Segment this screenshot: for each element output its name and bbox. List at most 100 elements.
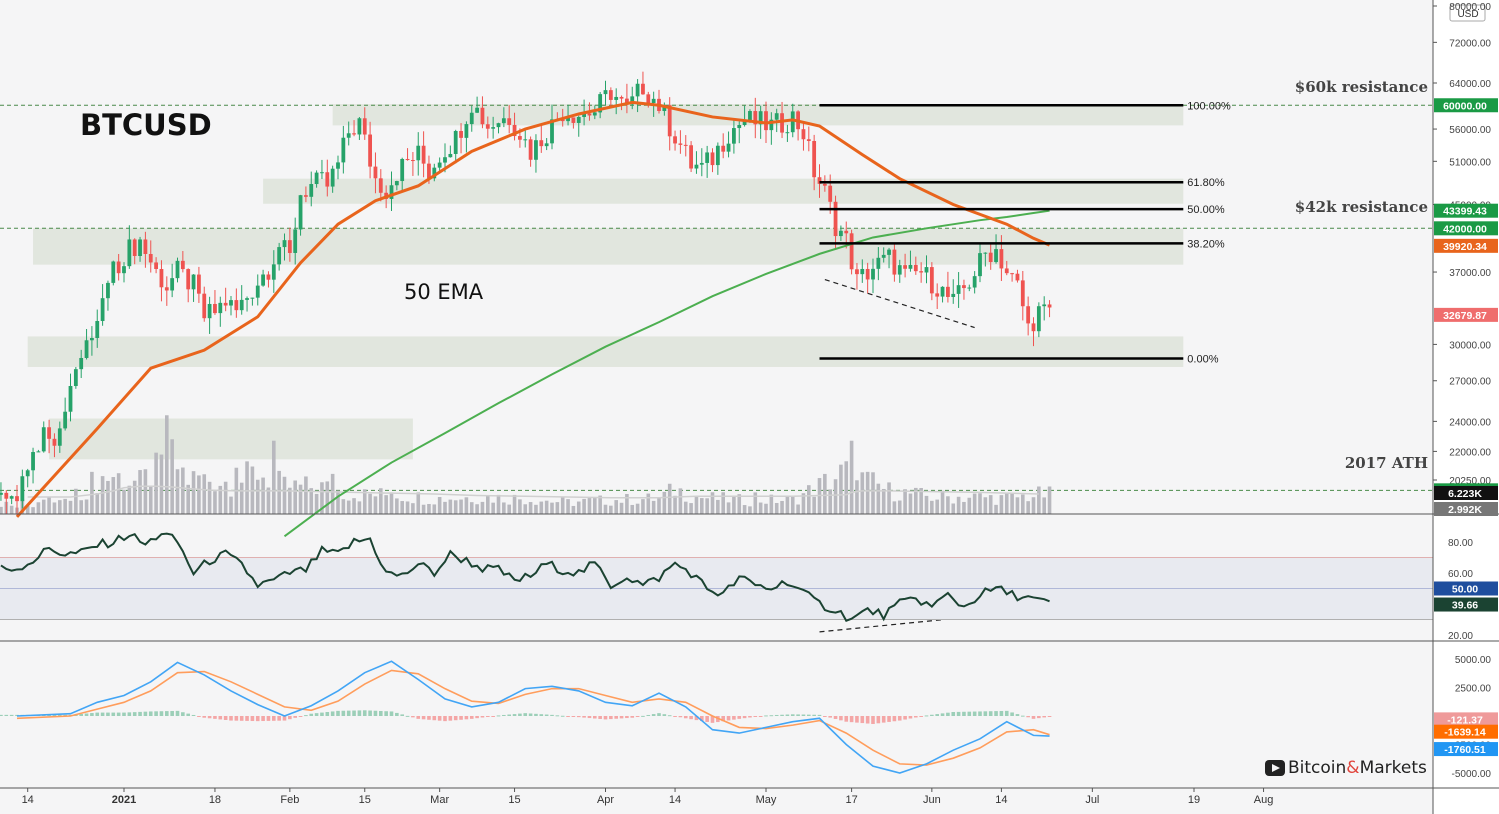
candle-body[interactable]: [453, 130, 458, 154]
candle-body[interactable]: [31, 452, 35, 471]
candle-body[interactable]: [753, 111, 758, 125]
candle-body[interactable]: [844, 230, 849, 234]
candle-body[interactable]: [1042, 304, 1047, 307]
candle-body[interactable]: [421, 145, 426, 164]
candle-body[interactable]: [405, 158, 410, 161]
candle-body[interactable]: [1015, 273, 1020, 281]
candle-body[interactable]: [352, 133, 356, 135]
candle-body[interactable]: [41, 427, 46, 452]
candle-body[interactable]: [309, 184, 314, 197]
candle-body[interactable]: [330, 168, 335, 187]
candle-body[interactable]: [662, 105, 667, 111]
candle-body[interactable]: [705, 152, 710, 163]
candle-body[interactable]: [346, 133, 351, 138]
candle-body[interactable]: [25, 470, 30, 477]
candle-body[interactable]: [630, 96, 635, 105]
candle-body[interactable]: [138, 239, 142, 257]
candle-body[interactable]: [860, 268, 865, 275]
candle-body[interactable]: [84, 340, 89, 358]
candle-body[interactable]: [116, 261, 121, 274]
candle-body[interactable]: [213, 303, 217, 314]
candle-body[interactable]: [758, 111, 763, 125]
candle-body[interactable]: [186, 269, 191, 290]
candle-body[interactable]: [362, 118, 367, 135]
candle-body[interactable]: [924, 267, 929, 273]
candle-body[interactable]: [582, 113, 586, 117]
candle-body[interactable]: [967, 287, 972, 289]
candle-body[interactable]: [566, 117, 570, 122]
candle-body[interactable]: [202, 293, 207, 319]
candle-body[interactable]: [748, 111, 752, 121]
candle-body[interactable]: [603, 90, 608, 95]
candle-body[interactable]: [1036, 306, 1041, 332]
candle-body[interactable]: [673, 136, 677, 144]
candle-body[interactable]: [715, 145, 720, 166]
candle-body[interactable]: [534, 140, 538, 160]
candle-body[interactable]: [978, 253, 982, 277]
candle-body[interactable]: [218, 302, 223, 314]
candle-body[interactable]: [68, 385, 73, 412]
candle-body[interactable]: [790, 111, 795, 133]
candle-body[interactable]: [951, 293, 956, 297]
candle-body[interactable]: [946, 286, 950, 297]
candle-body[interactable]: [485, 124, 490, 129]
candle-body[interactable]: [560, 119, 565, 122]
candle-body[interactable]: [774, 113, 779, 120]
candle-body[interactable]: [908, 264, 913, 269]
candle-body[interactable]: [148, 254, 153, 263]
candle-body[interactable]: [940, 286, 945, 297]
candle-body[interactable]: [710, 152, 715, 166]
candle-body[interactable]: [608, 90, 613, 100]
candle-body[interactable]: [239, 299, 244, 311]
candle-body[interactable]: [1020, 280, 1025, 307]
candle-body[interactable]: [389, 185, 394, 199]
candle-body[interactable]: [250, 297, 255, 299]
candle-body[interactable]: [732, 128, 736, 144]
candle-body[interactable]: [972, 276, 977, 288]
candle-body[interactable]: [550, 119, 554, 144]
candle-body[interactable]: [518, 136, 522, 140]
candle-body[interactable]: [111, 261, 116, 283]
candle-body[interactable]: [689, 145, 693, 169]
candle-body[interactable]: [988, 252, 993, 263]
candle-body[interactable]: [255, 285, 260, 298]
candle-body[interactable]: [261, 274, 265, 286]
candle-body[interactable]: [501, 118, 506, 124]
candle-body[interactable]: [0, 492, 3, 495]
candle-body[interactable]: [587, 113, 592, 116]
candle-body[interactable]: [357, 118, 362, 135]
candle-body[interactable]: [999, 249, 1004, 269]
candle-body[interactable]: [523, 139, 528, 141]
candle-body[interactable]: [571, 117, 576, 123]
candle-body[interactable]: [507, 118, 512, 125]
macd-line[interactable]: [16, 660, 1050, 774]
candle-body[interactable]: [822, 183, 827, 186]
candle-body[interactable]: [1031, 323, 1036, 332]
candle-body[interactable]: [592, 112, 597, 116]
candle-body[interactable]: [699, 162, 704, 165]
macd-signal-line[interactable]: [16, 669, 1050, 766]
candle-body[interactable]: [919, 271, 924, 273]
candle-body[interactable]: [544, 143, 549, 147]
candle-body[interactable]: [913, 264, 918, 272]
candle-body[interactable]: [641, 83, 645, 95]
candle-body[interactable]: [9, 496, 14, 499]
candle-body[interactable]: [635, 83, 640, 97]
candle-body[interactable]: [448, 153, 453, 158]
candle-body[interactable]: [443, 157, 447, 163]
candle-body[interactable]: [512, 124, 517, 137]
candle-body[interactable]: [598, 94, 603, 113]
candle-body[interactable]: [694, 164, 699, 169]
candle-body[interactable]: [983, 252, 988, 254]
candle-body[interactable]: [614, 96, 619, 100]
candle-body[interactable]: [336, 162, 340, 169]
candle-body[interactable]: [887, 249, 891, 255]
candle-body[interactable]: [159, 269, 164, 288]
candle-body[interactable]: [298, 195, 303, 230]
candle-body[interactable]: [4, 492, 9, 499]
candle-body[interactable]: [726, 143, 731, 152]
candle-body[interactable]: [175, 260, 180, 279]
candle-body[interactable]: [266, 274, 271, 280]
candle-body[interactable]: [667, 105, 672, 137]
